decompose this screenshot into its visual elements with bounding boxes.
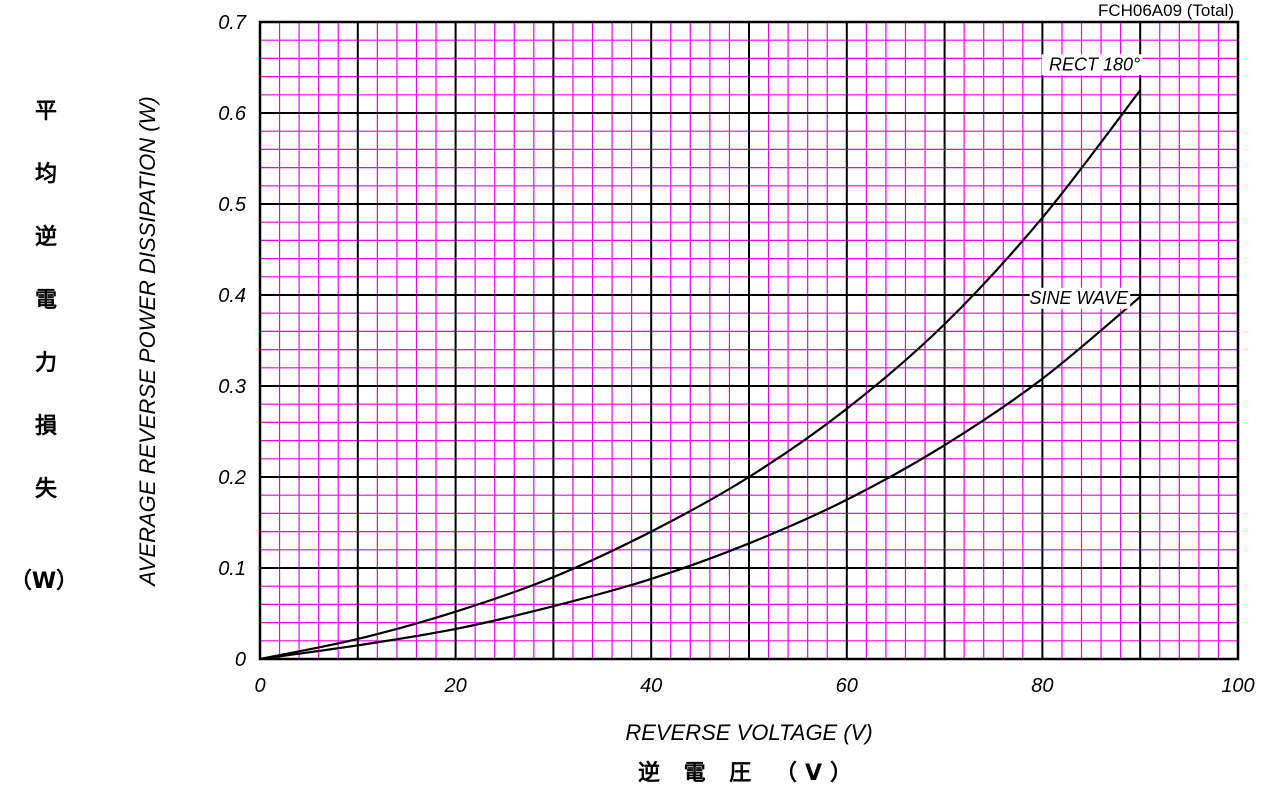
y-axis-label-jp-char: 逆 [35,224,57,250]
y-tick-label: 0.1 [218,558,246,580]
x-axis-label-jp: 逆 電 圧 （V） [638,760,860,786]
series-line [259,295,1141,661]
y-tick-label: 0.7 [218,12,247,34]
y-tick-label: 0.4 [218,285,246,307]
y-tick-label: 0.5 [218,194,247,216]
x-tick-label: 20 [443,675,466,697]
y-tick-label: 0.2 [218,467,246,489]
x-tick-label: 100 [1221,675,1254,697]
y-axis-label-jp: 平 均 逆 電 力 損 失 （W） [10,99,78,594]
y-axis-label: AVERAGE REVERSE POWER DISSIPATION (W) [135,96,160,587]
y-axis-label-jp-char: 損 [35,414,58,439]
y-tick-label: 0.3 [218,376,246,398]
x-tick-label: 60 [836,675,858,697]
plot-frame [258,20,1240,661]
y-axis-label-jp-char: 力 [35,351,57,376]
series-label: SINE WAVE [1029,288,1129,308]
series-layer: RECT 180° SINE WAVE [259,54,1143,661]
y-axis-label-jp-char: 失 [35,477,58,502]
minor-grid [260,22,1238,659]
y-axis-label-jp-char: 電 [35,288,57,313]
y-axis-label-jp-unit: （W） [10,569,78,594]
x-tick-label: 80 [1031,675,1053,697]
series-label-background [1041,54,1143,76]
tick-layer: 0 20 40 60 80 100 0 0.1 0.2 0.3 0.4 0.5 0.6 0.7 [218,12,1255,697]
y-axis-label-jp-char: 平 [35,99,57,124]
series-label: RECT 180° [1049,54,1140,74]
x-axis-label: REVERSE VOLTAGE (V) [625,720,872,745]
model-label: FCH06A09 (Total) [1098,1,1234,20]
x-tick-label: 0 [254,675,265,697]
series-label-background [1029,287,1131,309]
y-tick-label: 0 [235,649,246,671]
x-tick-label: 40 [640,675,662,697]
y-tick-label: 0.6 [218,103,247,125]
series-line [259,89,1142,661]
y-axis-label-jp-char: 均 [35,161,57,187]
